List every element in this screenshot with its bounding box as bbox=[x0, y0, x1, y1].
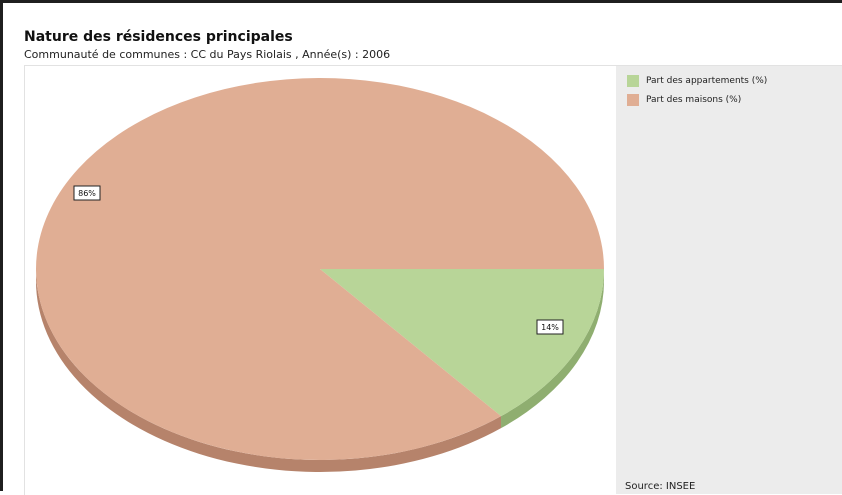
pie-side-0 bbox=[501, 269, 604, 429]
legend-label-maisons: Part des maisons (%) bbox=[646, 95, 742, 105]
pct-label-box-1 bbox=[73, 185, 101, 201]
legend-swatch-appartements bbox=[627, 75, 639, 87]
legend-item-maisons: Part des maisons (%) bbox=[627, 93, 741, 107]
legend-swatch-maisons bbox=[627, 94, 639, 106]
pie-labels-group: 14% 86% bbox=[73, 185, 564, 335]
pie-top-group bbox=[36, 77, 605, 460]
legend-item-appartements: Part des appartements (%) bbox=[627, 74, 767, 88]
pie-side-group bbox=[36, 269, 604, 472]
pie-slice-1 bbox=[36, 77, 605, 460]
source-note: Source: INSEE bbox=[625, 481, 696, 492]
pct-label-0: 14% bbox=[541, 323, 559, 332]
pct-label-1: 86% bbox=[78, 189, 96, 198]
legend-panel: Part des appartements (%) Part des maiso… bbox=[616, 66, 842, 494]
pct-label-box-0 bbox=[536, 319, 564, 335]
legend-label-appartements: Part des appartements (%) bbox=[646, 76, 768, 86]
pie-slice-0 bbox=[320, 269, 604, 417]
chart-title: Nature des résidences principales bbox=[24, 29, 293, 45]
pie-chart: 14% 86% bbox=[36, 77, 605, 472]
chart-subtitle: Communauté de communes : CC du Pays Riol… bbox=[24, 48, 391, 61]
